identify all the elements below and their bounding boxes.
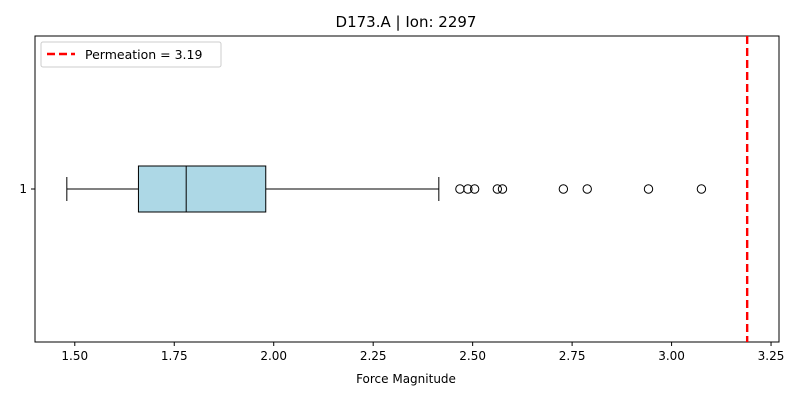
outlier-point <box>643 184 654 194</box>
interquartile-box <box>137 165 267 213</box>
y-axis: 1 <box>19 182 35 196</box>
y-tick-label: 1 <box>19 182 27 196</box>
legend-entry-label: Permeation = 3.19 <box>85 47 202 62</box>
x-tick-label: 2.75 <box>559 349 586 363</box>
outlier-point <box>469 184 480 194</box>
outlier-point <box>463 184 473 194</box>
legend-frame <box>40 41 222 68</box>
outlier-point <box>497 184 508 194</box>
outlier-point <box>696 184 707 194</box>
x-tick-label: 2.50 <box>459 349 486 363</box>
x-tick-label: 3.25 <box>758 349 785 363</box>
x-tick-label: 1.50 <box>61 349 88 363</box>
outlier-point <box>492 184 503 194</box>
x-tick-label: 1.75 <box>161 349 188 363</box>
x-tick-label: 2.25 <box>360 349 387 363</box>
outlier-points <box>455 184 707 194</box>
outlier-point <box>582 184 592 194</box>
x-tick-label: 3.00 <box>658 349 685 363</box>
chart-title: D173.A | Ion: 2297 <box>336 13 477 31</box>
x-axis-title: Force Magnitude <box>356 372 456 386</box>
outlier-point <box>558 184 569 194</box>
legend[interactable]: Permeation = 3.19 <box>40 41 222 68</box>
x-axis: 1.50 1.75 2.00 2.25 2.50 2.75 3.00 3.25 <box>61 342 784 363</box>
x-tick-label: 2.00 <box>260 349 287 363</box>
box-series <box>66 165 440 213</box>
